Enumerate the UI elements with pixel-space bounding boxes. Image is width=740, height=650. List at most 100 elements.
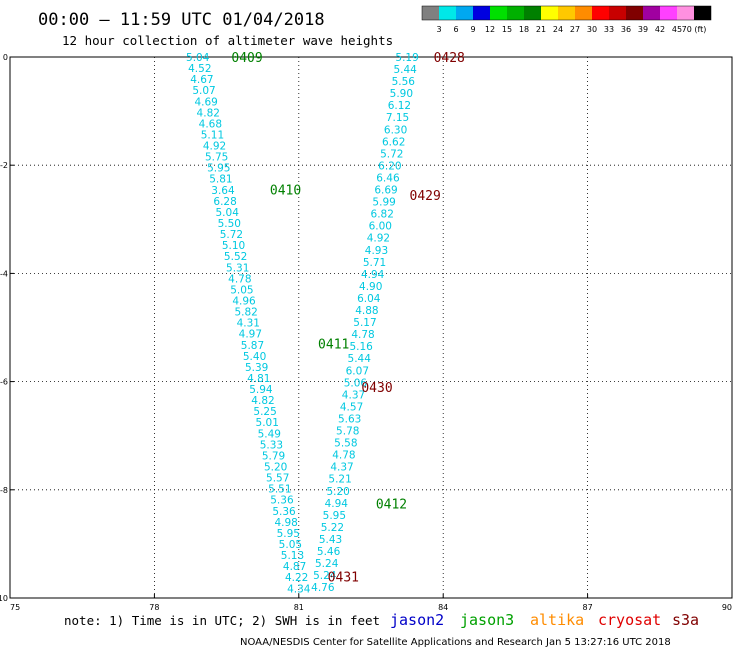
wave-height-point: 5.50 [218, 218, 241, 230]
wave-height-point: 4.88 [355, 305, 378, 317]
wave-height-point: 6.12 [388, 100, 411, 112]
scale-swatch [456, 6, 473, 20]
scale-label: 3 [436, 25, 441, 34]
wave-height-point: 4.96 [232, 295, 256, 307]
wave-height-point: 5.78 [336, 426, 359, 438]
grid-lines [10, 57, 732, 598]
wave-height-point: 4.98 [274, 517, 297, 529]
wave-height-point: 5.82 [234, 307, 257, 319]
wave-height-point: 4.68 [199, 118, 222, 130]
wave-height-point: 4.31 [237, 318, 260, 330]
scale-border [421, 5, 712, 21]
y-tick-label: -2 [0, 161, 8, 170]
scale-swatch [439, 6, 456, 20]
wave-height-point: 5.22 [321, 522, 344, 534]
wave-height-point: 5.06 [344, 377, 368, 389]
time-label: 0411 [318, 338, 349, 353]
wave-height-point: 6.00 [369, 221, 392, 233]
wave-height-point: 5.25 [253, 406, 276, 418]
scale-label: 39 [638, 25, 648, 34]
x-tick-label: 81 [294, 603, 304, 612]
wave-height-point: 5.49 [258, 428, 281, 440]
wave-height-point: 5.20 [264, 462, 287, 474]
wave-height-point: 5.87 [241, 340, 264, 352]
scale-swatch [592, 6, 609, 20]
wave-height-point: 4.90 [359, 281, 382, 293]
wave-height-point: 5.05 [279, 539, 302, 551]
wave-height-point: 5.39 [245, 362, 268, 374]
plot-frame [9, 56, 733, 599]
scale-label: 27 [570, 25, 580, 34]
scale-label: 9 [470, 25, 475, 34]
wave-height-point: 4.34 [287, 583, 311, 595]
time-label: 0410 [270, 184, 301, 199]
wave-height-point: 4.78 [332, 450, 355, 462]
wave-height-values: 5.044.524.675.074.694.824.685.114.925.75… [186, 52, 419, 595]
wave-height-point: 4.67 [190, 74, 213, 86]
wave-height-point: 5.36 [270, 495, 294, 507]
scale-label: 21 [536, 25, 546, 34]
wave-height-point: 6.28 [213, 196, 236, 208]
legend-jason3: jason3 [460, 611, 514, 629]
scale-swatch [609, 6, 626, 20]
time-label: 0428 [434, 51, 465, 66]
x-tick-label: 84 [438, 603, 448, 612]
wave-height-point: 6.20 [378, 160, 401, 172]
scale-swatch [660, 6, 677, 20]
wave-height-point: 4.57 [340, 401, 363, 413]
color-scale: 3 6 9 12 15 18 21 24 27 30 33 36 39 42 45 70 (ft) [421, 5, 712, 34]
wave-height-point: 6.30 [384, 124, 407, 136]
wave-height-point: 6.82 [371, 209, 394, 221]
scale-swatch [490, 6, 507, 20]
wave-height-point: 4.92 [367, 233, 390, 245]
time-labels: 0409 0410 0411 0412 0428 0429 0430 0431 [231, 51, 464, 585]
wave-height-point: 5.58 [334, 438, 357, 450]
scale-swatch [643, 6, 660, 20]
scale-label: 45 [672, 25, 682, 34]
scale-label: 36 [621, 25, 631, 34]
scale-label: 18 [519, 25, 529, 34]
scale-label: 42 [655, 25, 665, 34]
chart-title: 00:00 – 11:59 UTC 01/04/2018 [38, 10, 325, 30]
wave-height-point: 5.33 [260, 439, 283, 451]
wave-height-point: 5.81 [209, 174, 232, 186]
scale-swatch [473, 6, 490, 20]
chart-subtitle: 12 hour collection of altimeter wave hei… [62, 33, 393, 48]
wave-height-point: 5.71 [363, 257, 386, 269]
wave-height-point: 5.21 [328, 474, 351, 486]
scale-swatch [575, 6, 592, 20]
wave-height-point: 5.90 [390, 88, 413, 100]
scale-swatch [524, 6, 541, 20]
scale-swatch [626, 6, 643, 20]
wave-height-point: 5.36 [272, 506, 296, 518]
wave-height-point: 5.79 [262, 450, 285, 462]
scale-label: 33 [604, 25, 614, 34]
wave-height-point: 4.94 [361, 269, 385, 281]
credit-line: NOAA/NESDIS Center for Satellite Applica… [240, 637, 671, 648]
wave-height-point: 5.95 [323, 510, 346, 522]
wave-height-point: 5.44 [348, 353, 372, 365]
y-axis-ticks: 0 -2 -4 -6 -8 -10 [0, 53, 14, 603]
wave-height-point: 4.93 [365, 245, 388, 257]
wave-height-point: 5.07 [192, 85, 215, 97]
x-axis-ticks: 75 78 81 84 87 90 [9, 594, 733, 612]
wave-height-point: 5.63 [338, 413, 361, 425]
y-tick-label: -4 [0, 269, 8, 278]
wave-height-point: 3.64 [211, 185, 235, 197]
wave-height-point: 5.72 [220, 229, 243, 241]
wave-height-point: 5.99 [372, 197, 395, 209]
wave-height-point: 4.78 [351, 329, 374, 341]
wave-height-point: 4.22 [285, 572, 308, 584]
time-label: 0412 [376, 497, 407, 512]
wave-height-point: 4.78 [228, 273, 251, 285]
scale-label: 12 [485, 25, 495, 34]
wave-height-point: 6.69 [374, 185, 397, 197]
scale-swatch [507, 6, 524, 20]
wave-height-point: 6.62 [382, 136, 405, 148]
scale-swatch [541, 6, 558, 20]
scale-label: 15 [502, 25, 512, 34]
x-tick-label: 87 [583, 603, 593, 612]
wave-height-point: 5.95 [207, 163, 230, 175]
footer-note: note: 1) Time is in UTC; 2) SWH is in fe… [64, 613, 380, 628]
wave-height-point: 6.07 [346, 365, 369, 377]
